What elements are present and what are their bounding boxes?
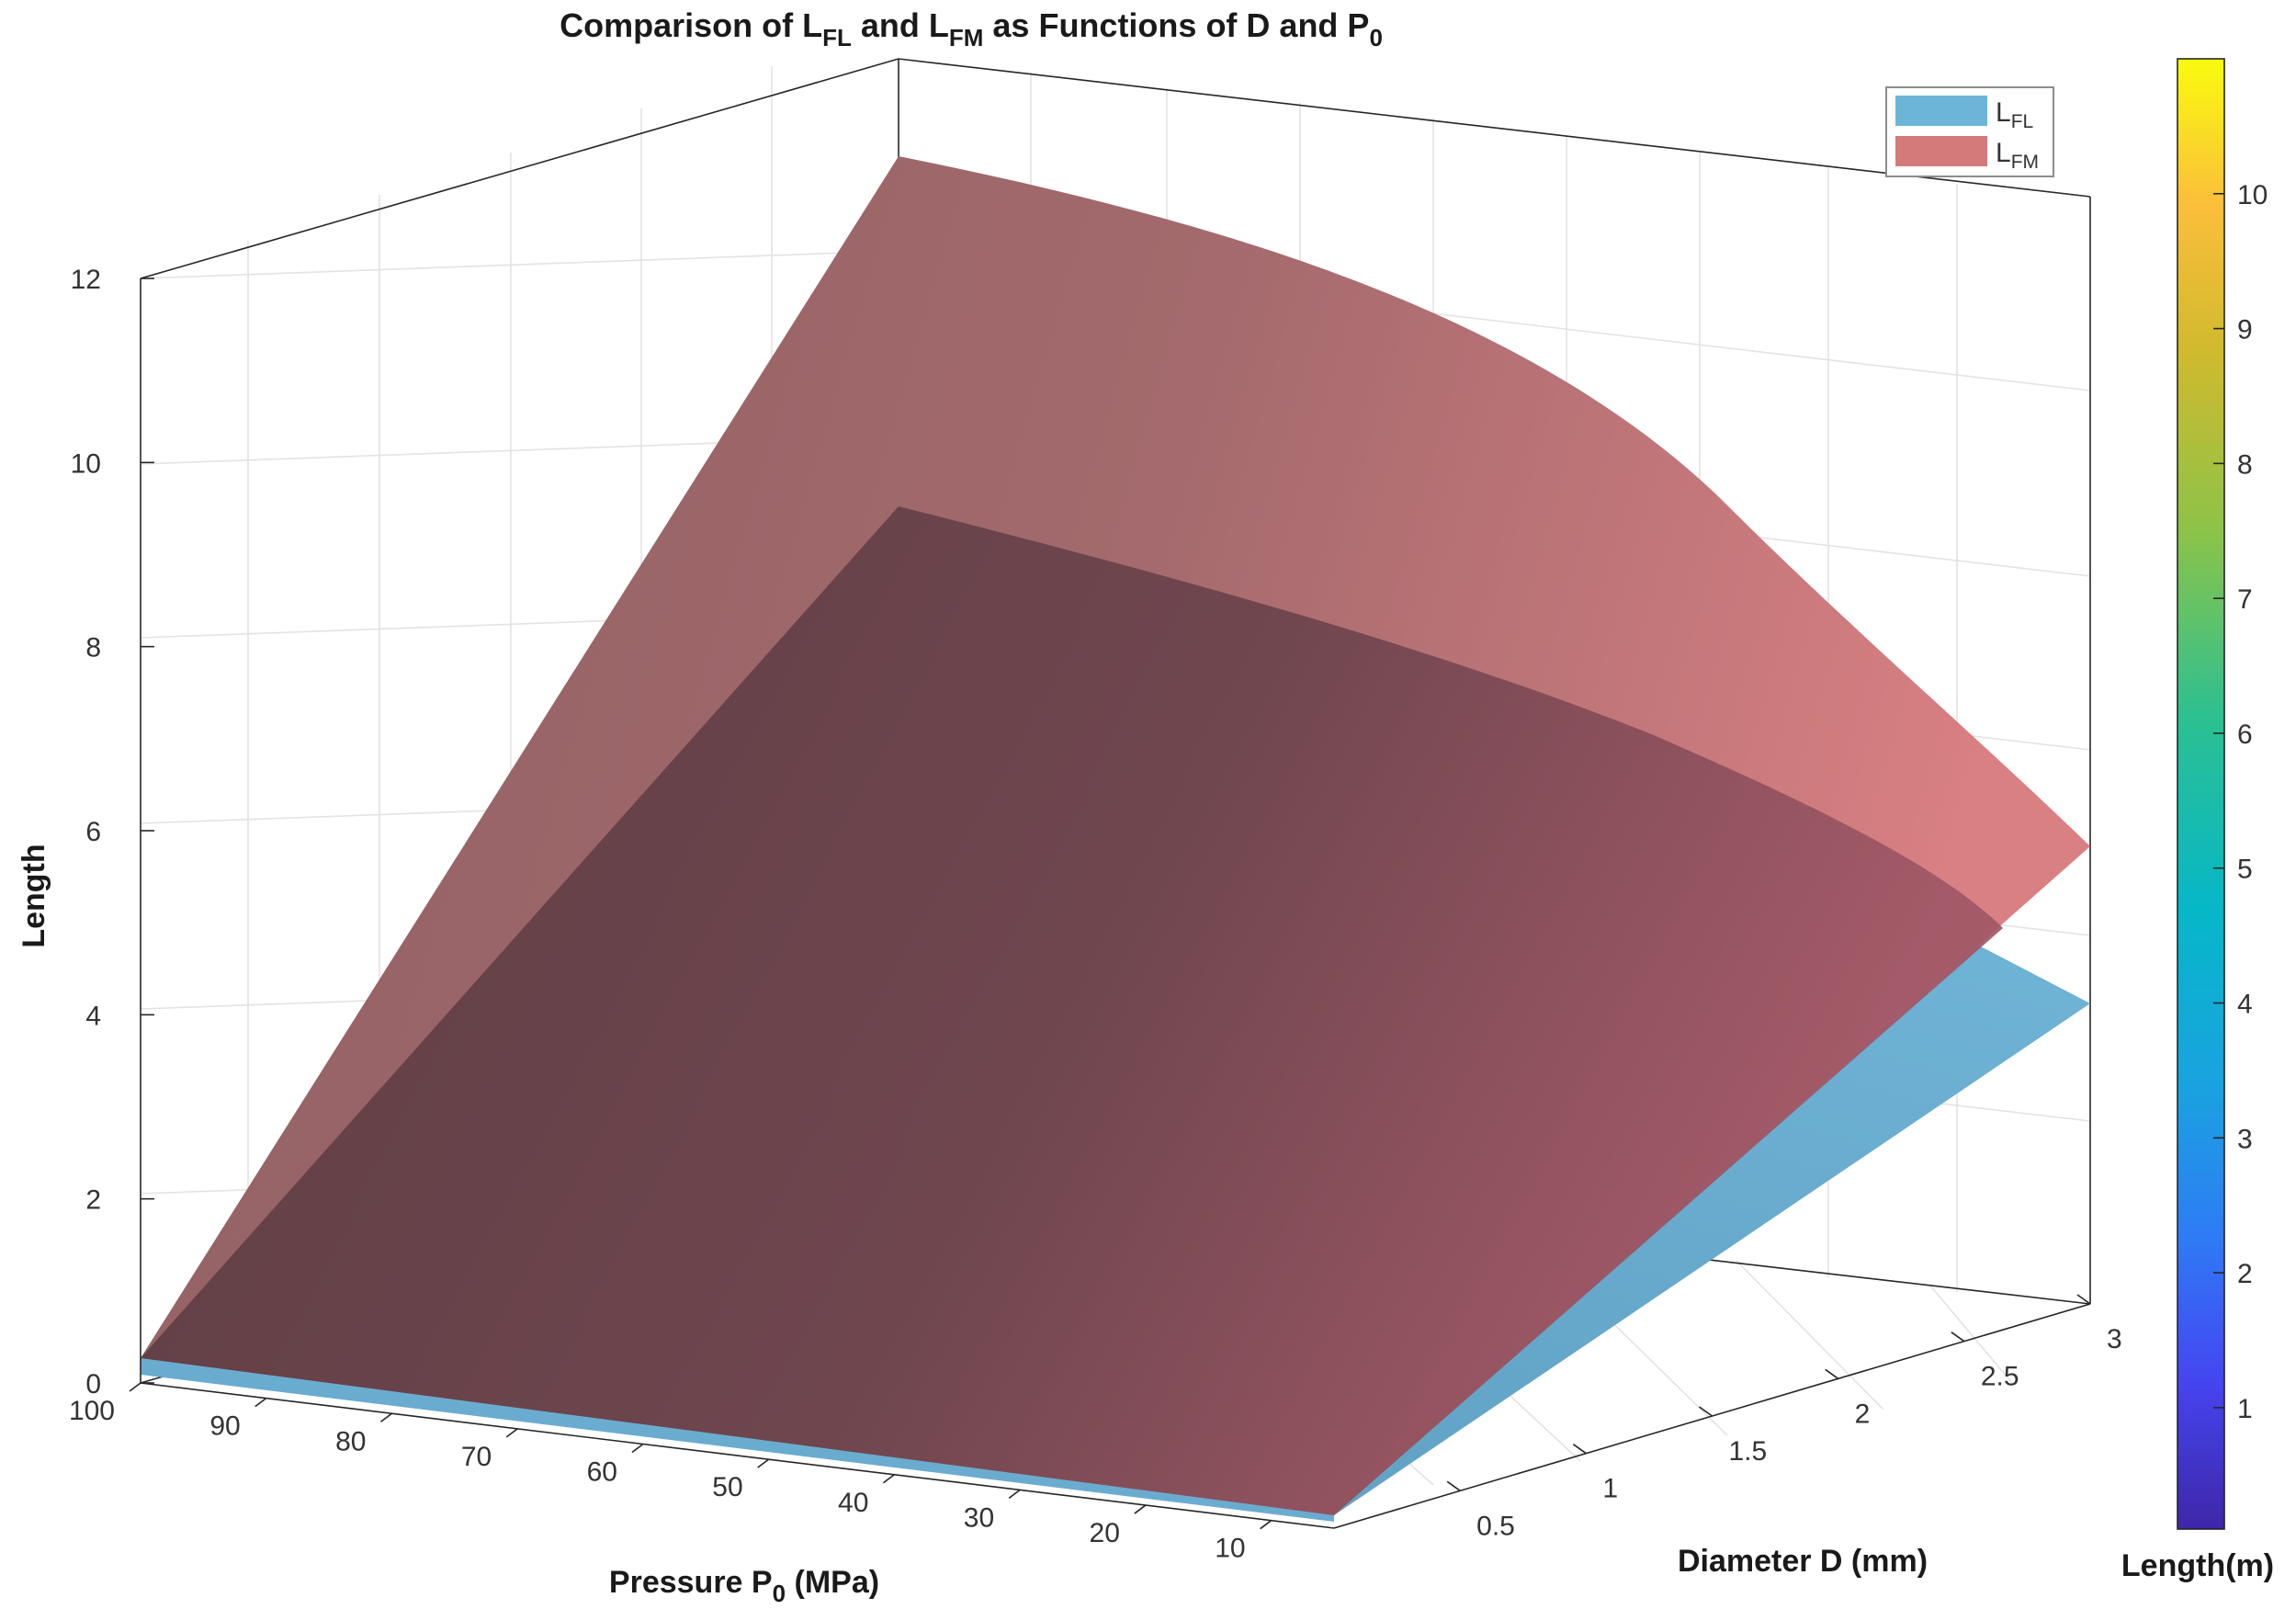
colorbar-tick-label: 7 (2237, 584, 2253, 615)
x-tick-mark (254, 1397, 267, 1408)
y-tick-label: 2 (1855, 1399, 1871, 1429)
x-tick-label: 50 (712, 1472, 742, 1502)
surface-fl-edge (141, 1358, 1334, 1522)
y-tick-mark (2076, 1294, 2091, 1305)
x-tick-label: 80 (335, 1426, 366, 1456)
y-tick-label: 1.5 (1729, 1436, 1768, 1467)
x-tick-mark (1260, 1520, 1272, 1530)
z-tick-label: 0 (85, 1369, 101, 1399)
legend-item-fl[interactable]: LFL (1895, 96, 2033, 132)
y-tick-mark (1446, 1480, 1461, 1491)
legend-item-fm[interactable]: LFM (1895, 136, 2039, 173)
x-tick-label: 20 (1090, 1518, 1120, 1548)
y-tick-label: 3 (2107, 1324, 2122, 1354)
colorbar-tick-label: 2 (2237, 1259, 2253, 1289)
x-tick-mark (379, 1412, 392, 1422)
x-axis-ticks: 100 90 80 70 60 50 40 30 20 10 (69, 1382, 1272, 1564)
legend-label-fm: LFM (1996, 138, 2039, 173)
legend[interactable]: LFL LFM (1885, 86, 2054, 177)
surfaces (141, 156, 2090, 1522)
z-tick-label: 4 (85, 1001, 101, 1031)
x-tick-mark (631, 1443, 644, 1454)
colorbar-ticks: 1 2 3 4 5 6 7 8 9 10 (2213, 180, 2268, 1424)
x-tick-mark (505, 1428, 518, 1438)
x-tick-label: 70 (461, 1442, 492, 1472)
x-tick-label: 30 (964, 1502, 994, 1533)
colorbar-tick-label: 1 (2237, 1394, 2253, 1424)
y-tick-label: 1 (1602, 1474, 1618, 1504)
colorbar-tick-label: 4 (2237, 990, 2253, 1020)
surface-dark-region (141, 506, 2003, 1515)
colorbar-gradient (2177, 58, 2225, 1530)
x-tick-label: 60 (587, 1457, 617, 1488)
colorbar-tick-label: 9 (2237, 315, 2253, 346)
z-axis-label: Length (17, 844, 51, 947)
legend-swatch-fl (1895, 96, 1987, 126)
z-tick-label: 10 (71, 448, 101, 479)
colorbar-label: Length(m) (2121, 1548, 2274, 1583)
colorbar-tick-label: 6 (2237, 720, 2253, 750)
x-axis-label: Pressure P0 (MPa) (609, 1565, 879, 1607)
x-tick-label: 10 (1215, 1534, 1245, 1564)
colorbar-tick-label: 3 (2237, 1124, 2253, 1154)
y-tick-mark (1572, 1444, 1587, 1455)
y-axis-label: Diameter D (mm) (1678, 1544, 1928, 1579)
y-tick-label: 0.5 (1476, 1511, 1515, 1541)
z-tick-label: 2 (85, 1185, 101, 1216)
x-tick-mark (757, 1458, 770, 1468)
y-axis-ticks: 0.5 1 1.5 2 2.5 3 (1446, 1294, 2122, 1541)
colorbar-tick-label: 10 (2237, 180, 2268, 210)
legend-label-fl: LFL (1996, 97, 2033, 132)
colorbar-tick-label: 8 (2237, 449, 2253, 480)
x-tick-mark (129, 1382, 141, 1392)
z-tick-label: 12 (71, 265, 101, 295)
x-tick-label: 40 (838, 1488, 868, 1518)
x-tick-mark (1008, 1489, 1021, 1500)
y-tick-label: 2.5 (1981, 1362, 2019, 1392)
x-tick-mark (1134, 1504, 1147, 1514)
z-tick-label: 6 (85, 817, 101, 847)
z-tick-label: 8 (85, 633, 101, 663)
colorbar: 1 2 3 4 5 6 7 8 9 10 Length(m) (2121, 58, 2274, 1583)
y-tick-mark (1699, 1406, 1713, 1417)
x-tick-label: 90 (209, 1411, 240, 1442)
legend-swatch-fm (1895, 136, 1987, 166)
chart-title: Comparison of LFL and LFM as Functions o… (560, 6, 1383, 51)
y-tick-mark (1951, 1331, 1965, 1343)
x-tick-label: 100 (69, 1396, 115, 1426)
x-tick-mark (882, 1474, 895, 1484)
y-tick-mark (1825, 1368, 1839, 1379)
z-axis-ticks: 0 2 4 6 8 10 12 (71, 265, 154, 1399)
colorbar-tick-label: 5 (2237, 855, 2253, 885)
